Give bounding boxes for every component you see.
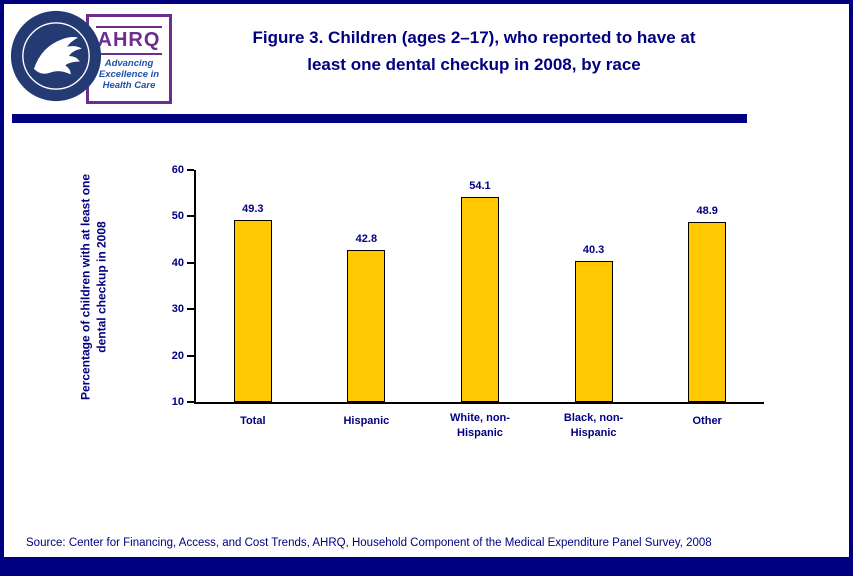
page-title-line2: least one dental checkup in 2008, by rac… (307, 55, 641, 75)
y-tick-mark (187, 215, 194, 218)
y-tick-label: 10 (171, 396, 184, 408)
x-category-label: Other (650, 411, 764, 442)
bar (460, 197, 499, 402)
bar-slot-3: 40.3 (537, 170, 651, 402)
y-tick-mark (187, 261, 194, 264)
bar-slot-1: 42.8 (310, 170, 424, 402)
bar-value-label: 49.3 (242, 202, 264, 215)
bar (688, 221, 727, 402)
y-axis-title: Percentage of children with at least one… (78, 173, 108, 401)
x-category-label: Hispanic (310, 411, 424, 442)
hhs-eagle-logo-icon (10, 10, 102, 102)
plot-area: 10 20 30 40 50 60 49.3 42.8 54.1 40.3 48.9 Total H… (172, 164, 764, 439)
bar (347, 249, 386, 402)
y-tick-label: 20 (171, 349, 184, 362)
bar-value-label: 40.3 (582, 244, 605, 257)
y-tick-label: 60 (171, 164, 184, 176)
bar (574, 261, 613, 402)
bar-slot-2: 54.1 (423, 170, 537, 402)
source-note: Source: Center for Financing, Access, an… (26, 537, 712, 549)
x-category-label-text: Total (240, 415, 266, 427)
y-tick-mark (187, 354, 194, 357)
bar-slot-4: 48.9 (650, 170, 764, 402)
x-category-label-text: Hispanic (343, 415, 390, 427)
y-tick-mark (187, 169, 194, 171)
y-tick-mark (187, 308, 194, 311)
y-tick-label: 30 (171, 303, 184, 316)
bar-value-label: 54.1 (469, 180, 491, 193)
bar-value-label: 42.8 (355, 232, 378, 245)
ahrq-acronym: AHRQ (95, 26, 163, 56)
x-category-label-text: White, non-Hispanic (450, 412, 510, 440)
y-tick-label: 50 (171, 210, 184, 223)
bar (233, 219, 272, 402)
x-category-label-text: Other (692, 415, 722, 427)
page-title-line1: Figure 3. Children (ages 2–17), who repo… (252, 28, 696, 47)
y-tick-mark (187, 401, 194, 403)
bar-value-label: 48.9 (696, 204, 718, 217)
y-tick-label: 40 (171, 256, 184, 269)
bottom-accent-bar (4, 557, 849, 572)
x-category-label: Total (196, 411, 310, 442)
x-category-label: White, non-Hispanic (423, 411, 537, 442)
x-category-label: Black, non-Hispanic (537, 411, 651, 442)
bars-area: 49.3 42.8 54.1 40.3 48.9 (196, 170, 764, 402)
page-title: Figure 3. Children (ages 2–17), who repo… (194, 24, 754, 78)
header-divider-bar (12, 114, 747, 123)
ahrq-tagline: Advancing Excellence in Health Care (98, 58, 160, 91)
category-labels: Total Hispanic White, non-Hispanic Black, n… (196, 411, 764, 442)
x-category-label-text: Black, non-Hispanic (563, 412, 624, 440)
logo-area: AHRQ Advancing Excellence in Health Care (10, 10, 180, 108)
bar-slot-0: 49.3 (196, 170, 310, 402)
